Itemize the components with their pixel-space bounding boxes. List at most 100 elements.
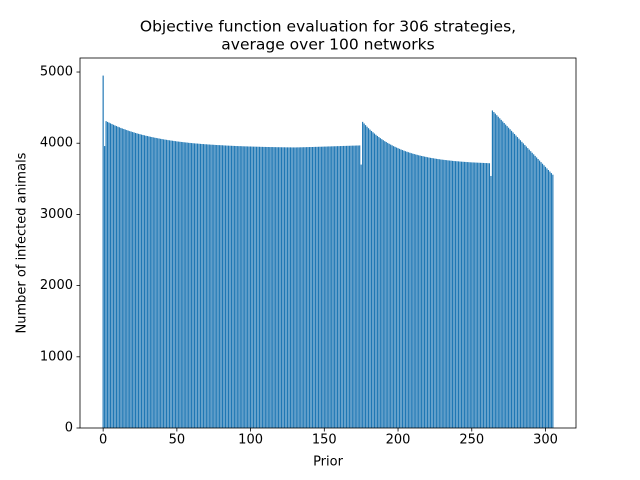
bar xyxy=(295,147,297,428)
bar xyxy=(531,152,533,428)
bar xyxy=(431,158,433,428)
bar xyxy=(490,175,492,428)
bar xyxy=(251,146,253,429)
bar xyxy=(506,126,508,428)
bar xyxy=(220,145,222,428)
bar xyxy=(104,146,106,428)
bar xyxy=(201,144,203,428)
bar xyxy=(429,157,432,428)
bar xyxy=(143,135,146,428)
plot-frame xyxy=(79,57,577,429)
bar xyxy=(384,141,386,428)
bar xyxy=(278,147,280,429)
bar xyxy=(233,145,235,428)
bar xyxy=(366,126,368,428)
bar xyxy=(106,121,109,428)
bar xyxy=(339,146,342,428)
bar xyxy=(382,140,384,428)
bar xyxy=(362,121,364,428)
bar xyxy=(537,159,539,429)
bar xyxy=(516,137,519,429)
bar xyxy=(257,146,259,429)
bar xyxy=(391,145,393,428)
bar xyxy=(460,161,463,429)
bar xyxy=(163,139,165,428)
bar xyxy=(217,145,219,428)
bar xyxy=(179,141,181,428)
y-tick-label: 0 xyxy=(65,421,73,436)
bar xyxy=(397,148,399,428)
bar xyxy=(447,160,449,428)
bar xyxy=(238,146,240,428)
bar xyxy=(173,140,175,428)
bar xyxy=(216,145,218,429)
bar xyxy=(508,127,510,428)
bar xyxy=(449,160,451,428)
bar xyxy=(438,159,440,428)
bar xyxy=(300,147,302,428)
bar xyxy=(316,146,318,428)
bar xyxy=(524,144,526,428)
bar xyxy=(242,146,244,428)
bar xyxy=(468,162,470,428)
x-tick-label: 200 xyxy=(386,433,411,448)
bar xyxy=(298,147,300,429)
y-tick-label: 4000 xyxy=(40,136,73,151)
bar xyxy=(354,145,356,428)
bar xyxy=(505,124,507,428)
bar xyxy=(142,134,144,428)
bar xyxy=(255,146,258,429)
bar xyxy=(534,155,536,429)
bar xyxy=(239,146,241,428)
bar xyxy=(269,147,271,428)
bar xyxy=(133,132,135,428)
bar xyxy=(334,146,336,428)
bar xyxy=(317,146,320,428)
bar xyxy=(513,133,516,429)
bar xyxy=(157,138,159,428)
bar xyxy=(286,147,289,429)
bar xyxy=(350,145,352,428)
x-tick-label: 50 xyxy=(169,433,186,448)
bar xyxy=(416,154,418,429)
bar xyxy=(195,143,197,428)
bar xyxy=(406,151,408,429)
bar xyxy=(345,145,348,428)
bar xyxy=(192,143,194,428)
bar xyxy=(519,140,522,428)
bar xyxy=(177,141,179,429)
bar xyxy=(360,164,362,428)
bar xyxy=(500,119,502,429)
bar xyxy=(118,127,120,429)
bar xyxy=(502,121,504,428)
bar xyxy=(191,143,193,428)
bar xyxy=(393,146,395,428)
bar xyxy=(193,143,196,428)
bar xyxy=(148,136,150,428)
bar xyxy=(105,121,107,428)
bar xyxy=(515,135,517,429)
bar xyxy=(440,159,442,428)
bar xyxy=(320,146,322,429)
y-tick-label: 2000 xyxy=(40,278,73,293)
bar xyxy=(167,140,169,428)
bar xyxy=(410,153,412,428)
bar xyxy=(419,155,421,429)
bar xyxy=(540,162,542,428)
bar xyxy=(454,161,457,428)
bar xyxy=(121,128,123,428)
bar xyxy=(182,142,184,428)
x-tick-label: 300 xyxy=(533,433,558,448)
bar xyxy=(204,144,206,428)
bar xyxy=(229,145,231,428)
bar xyxy=(111,124,113,429)
bar xyxy=(263,146,265,428)
bar xyxy=(341,145,343,428)
bar xyxy=(348,145,350,429)
bar xyxy=(370,130,373,428)
bar xyxy=(521,141,523,428)
bar xyxy=(533,154,535,428)
bar xyxy=(331,146,333,428)
bar xyxy=(400,149,402,428)
